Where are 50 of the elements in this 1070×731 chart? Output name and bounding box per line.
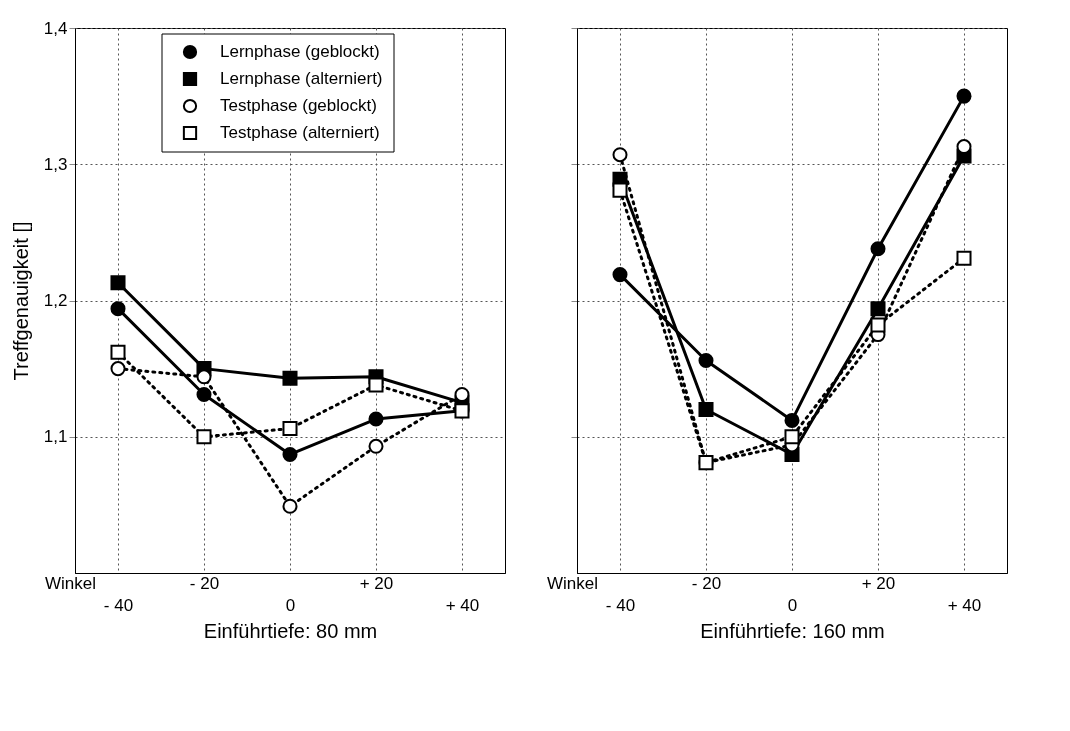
- annotation: Winkel: [45, 574, 97, 593]
- y-tick-label: 1,3: [43, 154, 68, 174]
- point: [368, 377, 384, 393]
- legend-label: Testphase (geblockt): [220, 96, 377, 115]
- x-tick-label: + 40: [947, 595, 982, 615]
- point: [956, 88, 972, 104]
- point: [368, 438, 384, 454]
- point: [282, 370, 298, 386]
- x-axis-title: Einführtiefe: 80 mm: [203, 619, 378, 642]
- x-tick-label: + 40: [445, 595, 480, 615]
- point: [784, 412, 800, 428]
- point: [698, 455, 714, 471]
- annotation: Winkel: [547, 574, 599, 593]
- point: [956, 250, 972, 266]
- y-tick-label: 1,1: [43, 427, 68, 447]
- point: [612, 147, 628, 163]
- legend-label: Lernphase (geblockt): [220, 42, 380, 61]
- point: [870, 241, 886, 257]
- x-tick-label: - 40: [103, 595, 134, 615]
- y-axis-title: Treffgenauigkeit []: [9, 221, 32, 381]
- legend-label: Testphase (alterniert): [220, 123, 380, 142]
- point: [196, 369, 212, 385]
- y-tick-label: 1,4: [43, 18, 68, 38]
- point: [110, 361, 126, 377]
- point: [784, 429, 800, 445]
- x-tick-label: + 20: [359, 573, 394, 593]
- x-tick-label: - 40: [605, 595, 636, 615]
- point: [368, 411, 384, 427]
- legend-label: Lernphase (alterniert): [220, 69, 383, 88]
- x-tick-label: 0: [787, 595, 798, 615]
- point: [612, 267, 628, 283]
- point: [196, 429, 212, 445]
- point: [110, 344, 126, 360]
- point: [282, 498, 298, 514]
- point: [870, 317, 886, 333]
- point: [612, 182, 628, 198]
- x-tick-label: - 20: [189, 573, 220, 593]
- x-tick-label: 0: [285, 595, 296, 615]
- x-tick-label: + 20: [861, 573, 896, 593]
- point: [282, 446, 298, 462]
- y-tick-label: 1,2: [43, 291, 68, 310]
- point: [110, 301, 126, 317]
- x-tick-label: - 20: [691, 573, 722, 593]
- x-axis-title: Einführtiefe: 160 mm: [700, 619, 885, 642]
- point: [282, 421, 298, 437]
- point: [870, 301, 886, 317]
- point: [196, 387, 212, 403]
- point: [110, 275, 126, 291]
- point: [698, 401, 714, 418]
- point: [698, 352, 714, 368]
